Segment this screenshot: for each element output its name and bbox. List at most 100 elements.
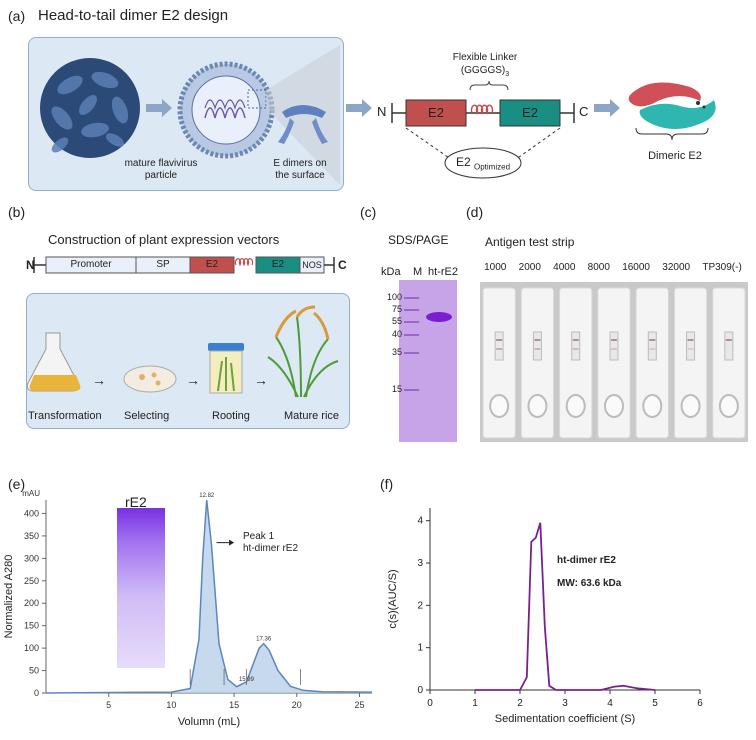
peak-arrow-head [229,539,235,546]
panel-c-label: (c) [360,204,377,220]
panel-d-title: Antigen test strip [485,235,575,249]
strip-window [532,331,542,361]
x-tick-label: 3 [562,698,568,709]
peak-annotation: 17.36 [256,637,272,643]
panel-d-label: (d) [466,204,484,220]
y-tick-label: 150 [24,621,39,631]
e2-right-label: E2 [522,105,538,120]
x-tick-label: 10 [166,700,176,710]
y-tick-label: 2 [417,600,423,611]
gel-label: rE2 [125,494,147,510]
segment-nos: NOS [302,260,322,270]
arrow-icon [146,99,172,117]
rice-process-box [26,293,350,429]
annotation-ht-dimer: ht-dimer rE2 [557,555,616,566]
panel-e-label: (e) [8,476,26,492]
svg-text:→: → [254,372,268,388]
series-line [45,499,373,694]
x-tick-label: 5 [106,700,111,710]
dimeric-e2-icon [628,82,716,129]
vector-map [33,256,335,274]
y-tick-label: 100 [24,643,39,653]
peak-label-2: ht-dimer rE2 [243,543,299,554]
lane-m-label: M [413,266,423,278]
panel-b-label: (b) [8,204,26,220]
segment-promoter: Promoter [70,259,112,270]
peak-annotation: 12.82 [199,493,215,499]
sample-well [604,394,624,418]
marker-35: 35 [391,347,402,357]
step-transformation: Transformation [28,410,102,422]
c-terminus-label: C [579,104,589,119]
e2-left-label: E2 [428,105,444,120]
linker-coil-icon [470,104,494,116]
mature-particle-icon [40,58,140,158]
dilution-label: 1000 [484,262,507,273]
y-tick-label: 50 [29,666,39,676]
segment-sp: SP [156,259,170,270]
dilution-label: 4000 [553,262,576,273]
y-tick-label: 200 [24,598,39,608]
arrow-icon [346,99,372,117]
y-tick-label: 300 [24,553,39,563]
y-tick-label: 0 [34,688,39,698]
x-axis-label: Sedimentation coefficient (S) [495,713,635,725]
strip-window [494,331,504,361]
strip-window [647,331,657,361]
strip-window [686,331,696,361]
x-tick-label: 5 [652,698,658,709]
rooting-jar-icon [208,343,244,394]
test-strips [482,287,746,439]
x-tick-label: 1 [472,698,478,709]
lane-sample-label: ht-rE2 [428,266,458,278]
marker-15: 15 [391,384,402,394]
particle-caption: mature flavivirus particle [124,158,198,181]
step-selecting: Selecting [124,410,170,422]
step-rooting: Rooting [212,410,250,422]
panel-a-label: (a) [8,8,26,24]
sds-gel [399,280,457,442]
dilution-label: 2000 [518,262,541,273]
marker-75: 75 [391,304,402,314]
sec-chart: 0 50 100 150 200 250 300 350 400 5 10 15 20 25 mAU Norm… [3,489,373,728]
n-terminus-label: N [377,104,387,119]
step-mature-rice: Mature rice [284,410,340,422]
y-axis-label: c(s)(AUC/S) [387,569,399,628]
x-tick-label: 25 [354,700,364,710]
x-axis-label: Volumn (mL) [178,716,240,728]
peak-label-1: Peak 1 [243,531,275,542]
linker-sequence: (GGGGS)3 [460,65,510,78]
sample-well [565,394,586,418]
panel-b-title: Construction of plant expression vectors [48,232,280,247]
y-axis-label: Normalized A280 [3,555,15,639]
series-area [46,500,372,693]
sample-well [527,394,548,418]
panel-c-title: SDS/PAGE [388,233,449,247]
y-tick-label: 3 [417,558,423,569]
unit-label: mAU [22,489,40,498]
arrow-icon [594,99,620,117]
x-tick-label: 2 [517,698,523,709]
petri-dish-icon [123,365,177,393]
x-tick-label: 20 [292,700,302,710]
dilution-labels: 1000 2000 4000 8000 16000 32000 TP309(-) [478,262,748,273]
svg-text:→: → [186,372,200,388]
sample-well [680,394,701,418]
strip-window [724,331,734,361]
dimeric-caption: Dimeric E2 [648,150,702,162]
dilution-label: 16000 [622,262,650,273]
panel-f-label: (f) [380,476,394,492]
x-tick-label: 15 [229,700,239,710]
rice-plant-icon [267,305,339,398]
dilution-label: TP309(-) [702,262,742,273]
panel-a-graphics [40,45,716,185]
strip-window [609,331,619,361]
sample-well [718,394,739,418]
y-tick-label: 1 [417,643,423,654]
y-tick-label: 350 [24,531,39,541]
y-tick-label: 0 [417,685,423,696]
flask-icon [26,332,81,392]
vector-n-label: N [26,258,35,272]
segment-e2-b: E2 [271,259,285,270]
sedimentation-chart: 0 1 2 3 4 0 1 2 3 4 5 6 c(s)(AUC/S) Sedimentation coe… [387,508,703,725]
